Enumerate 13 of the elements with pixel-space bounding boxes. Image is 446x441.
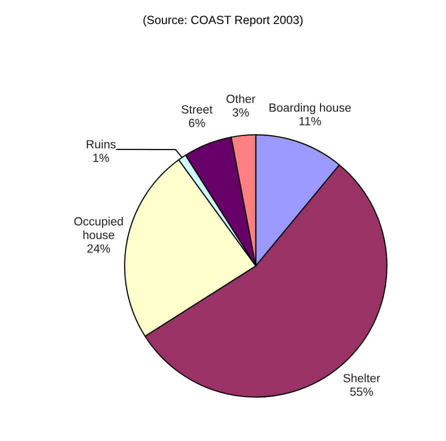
data-label: 1% (93, 154, 110, 162)
data-label: 24% (87, 244, 110, 253)
data-label: 6% (188, 118, 206, 128)
data-label: 11% (299, 117, 321, 126)
slice-label: Boarding house (270, 103, 351, 114)
slice-label: Ruins (86, 140, 116, 148)
slice-label: Street (182, 105, 213, 114)
slice-label: Occupied house (74, 216, 123, 240)
data-label: 55% (350, 388, 373, 396)
slice-label: Other (226, 94, 256, 104)
data-label: 3% (232, 108, 249, 117)
chart-subtitle: (Source: COAST Report 2003) (143, 15, 303, 26)
slice-label: Shelter (343, 374, 380, 382)
